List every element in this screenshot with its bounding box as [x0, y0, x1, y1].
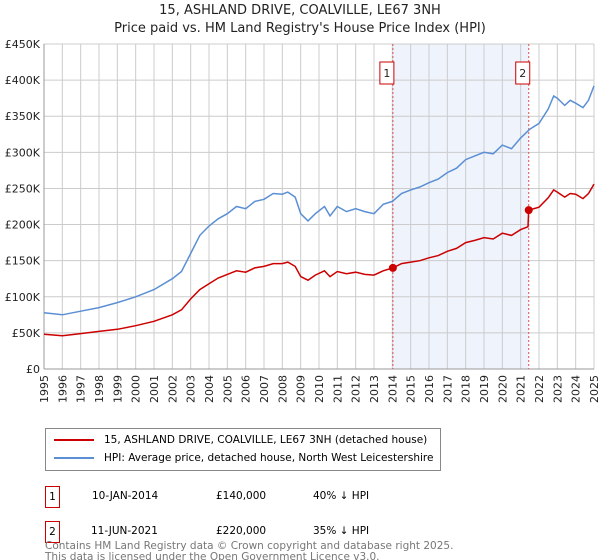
x-tick-label: 2000 [130, 375, 143, 403]
chart-subtitle: Price paid vs. HM Land Registry's House … [114, 21, 486, 36]
sale-point [388, 263, 397, 272]
y-tick-label: £50K [12, 327, 41, 340]
sale-point [524, 206, 533, 215]
x-tick-label: 2017 [441, 375, 454, 403]
x-tick-label: 2009 [295, 375, 308, 403]
x-tick-label: 2002 [166, 375, 179, 403]
sale-price: £220,000 [216, 525, 267, 537]
y-tick-label: £350K [5, 110, 41, 123]
sale-badge: 1 [45, 486, 60, 508]
y-tick-label: £300K [5, 146, 41, 159]
legend-item-hpi: HPI: Average price, detached house, Nort… [54, 452, 433, 464]
y-tick-label: £100K [5, 291, 41, 304]
x-tick-label: 2011 [331, 375, 344, 403]
x-tick-label: 2008 [276, 375, 289, 403]
x-tick-label: 2020 [496, 375, 509, 403]
x-tick-label: 1995 [38, 375, 51, 403]
y-tick-label: £450K [5, 38, 41, 51]
sale-date: 10-JAN-2014 [92, 490, 159, 502]
x-tick-label: 2001 [148, 375, 161, 403]
y-tick-label: £0 [26, 363, 40, 376]
chart-title: 15, ASHLAND DRIVE, COALVILLE, LE67 3NH [159, 3, 441, 18]
sale-marker-badge [515, 61, 531, 85]
x-tick-label: 2013 [368, 375, 381, 403]
x-tick-label: 1998 [93, 375, 106, 403]
legend-swatch-property [54, 439, 94, 441]
y-tick-label: £400K [5, 74, 41, 87]
footer-line-2: This data is licensed under the Open Gov… [45, 551, 380, 560]
footer: Contains HM Land Registry data © Crown c… [45, 541, 453, 560]
x-tick-label: 2018 [460, 375, 473, 403]
sale-marker-badge [379, 61, 395, 85]
y-tick-label: £250K [5, 182, 41, 195]
sale-period-shade [392, 44, 529, 369]
y-tick-label: £200K [5, 219, 41, 232]
x-tick-label: 2019 [478, 375, 491, 403]
x-tick-label: 1999 [111, 375, 124, 403]
x-tick-label: 2003 [185, 375, 198, 403]
x-tick-label: 2012 [350, 375, 363, 403]
legend-label-hpi: HPI: Average price, detached house, Nort… [104, 452, 434, 464]
legend-swatch-hpi [54, 457, 94, 459]
sale-hpi-diff: 40% ↓ HPI [313, 490, 370, 502]
sale-marker-label: 1 [383, 67, 390, 80]
x-tick-label: 1996 [56, 375, 69, 403]
sale-marker-label: 2 [519, 67, 526, 80]
x-tick-label: 2024 [570, 375, 583, 403]
x-tick-label: 2005 [221, 375, 234, 403]
legend-item-property: 15, ASHLAND DRIVE, COALVILLE, LE67 3NH (… [54, 434, 427, 446]
sale-hpi-diff: 35% ↓ HPI [313, 525, 370, 537]
x-tick-label: 2022 [533, 375, 546, 403]
x-tick-label: 1997 [75, 375, 88, 403]
x-tick-label: 2021 [515, 375, 528, 403]
x-tick-label: 2015 [405, 375, 418, 403]
sale-price: £140,000 [216, 490, 267, 502]
legend: 15, ASHLAND DRIVE, COALVILLE, LE67 3NH (… [45, 428, 441, 471]
sale-badge: 2 [45, 521, 60, 543]
x-tick-label: 2006 [240, 375, 253, 403]
x-tick-label: 2023 [551, 375, 564, 403]
x-tick-label: 2010 [313, 375, 326, 403]
sale-date: 11-JUN-2021 [91, 525, 158, 537]
x-tick-label: 2014 [386, 375, 399, 403]
legend-label-property: 15, ASHLAND DRIVE, COALVILLE, LE67 3NH (… [104, 434, 428, 446]
x-tick-label: 2016 [423, 375, 436, 403]
footer-line-1: Contains HM Land Registry data © Crown c… [45, 540, 454, 552]
x-tick-label: 2025 [588, 375, 600, 403]
plot-area: 1995 1996 1997 1998 1999 2000 2001 2002 2003 2004… [5, 38, 600, 403]
x-tick-label: 2007 [258, 375, 271, 403]
y-tick-label: £150K [5, 255, 41, 268]
hpi-line [43, 85, 595, 316]
x-tick-label: 2004 [203, 375, 216, 403]
